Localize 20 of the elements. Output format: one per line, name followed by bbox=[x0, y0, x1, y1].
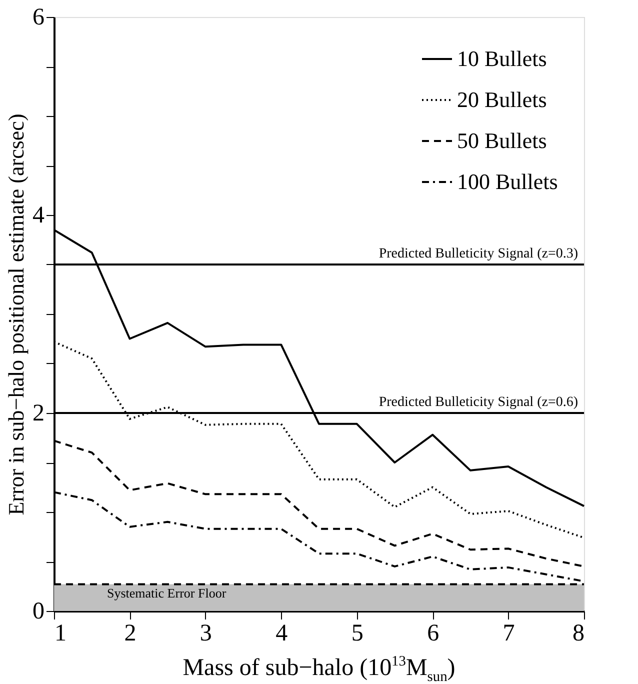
legend-label: 10 Bullets bbox=[457, 46, 547, 71]
x-tick-label: 8 bbox=[572, 620, 584, 646]
annotation: Predicted Bulleticity Signal (z=0.3) bbox=[378, 246, 578, 262]
y-axis-title: Error in sub−halo positional estimate (arcsec) bbox=[4, 114, 28, 516]
legend-label: 20 Bullets bbox=[457, 87, 547, 112]
legend-label: 100 Bullets bbox=[457, 169, 558, 194]
band-label: Systematic Error Floor bbox=[107, 585, 227, 600]
y-tick-label: 4 bbox=[32, 202, 44, 228]
y-tick-label: 2 bbox=[32, 400, 44, 426]
y-tick-label: 0 bbox=[32, 598, 44, 624]
annotation: Predicted Bulleticity Signal (z=0.6) bbox=[378, 395, 578, 410]
x-tick-label: 1 bbox=[54, 620, 66, 646]
y-tick-label: 6 bbox=[32, 4, 44, 30]
x-tick-label: 4 bbox=[276, 620, 288, 646]
x-tick-label: 5 bbox=[351, 620, 364, 646]
x-tick-label: 2 bbox=[124, 620, 136, 646]
x-tick-label: 3 bbox=[200, 620, 212, 646]
x-tick-label: 7 bbox=[502, 620, 515, 646]
x-tick-label: 6 bbox=[427, 620, 440, 646]
legend-label: 50 Bullets bbox=[457, 128, 547, 153]
